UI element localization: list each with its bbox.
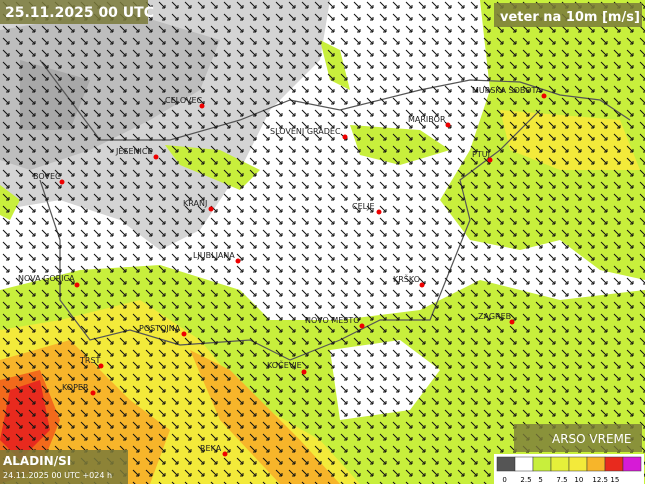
legend-swatch	[586, 456, 606, 472]
city-label: BOVEC	[33, 172, 61, 181]
legend: 0 2.5 5 7.5 10 12.5 15	[496, 456, 642, 484]
city-label: NOVO MESTO	[305, 316, 360, 325]
legend-swatch	[622, 456, 642, 472]
legend-label: 0	[502, 476, 506, 484]
city-label: MURSKA SOBOTA	[472, 86, 542, 95]
city-label: KRŠKO	[393, 273, 420, 284]
title: 25.11.2025 00 UTC	[5, 5, 154, 21]
brand: ARSO VREME	[552, 432, 632, 446]
legend-label: 7.5	[556, 476, 567, 484]
footer-box	[0, 450, 128, 484]
city-label: TRST	[79, 356, 101, 365]
city-label: CELOVEC	[165, 96, 202, 105]
legend-swatch	[496, 456, 516, 472]
legend-swatch	[568, 456, 588, 472]
model: ALADIN/SI	[3, 454, 71, 468]
brand-box	[514, 424, 642, 452]
city-label: CELJE	[352, 202, 375, 211]
legend-label: 12.5	[592, 476, 608, 484]
legend-swatch	[514, 456, 534, 472]
city-label: KOPER	[62, 383, 89, 392]
legend-swatch	[604, 456, 624, 472]
city-label: NOVA GORICA	[18, 274, 75, 283]
legend-label: 2.5	[520, 476, 531, 484]
legend-swatch	[532, 456, 552, 472]
city-label: PTUJ	[472, 150, 490, 159]
legend-swatch	[550, 456, 570, 472]
legend-label: 5	[538, 476, 542, 484]
city-label: ZAGREB	[478, 312, 511, 321]
legend-label: 15	[610, 476, 619, 484]
city-label: LJUBLJANA	[193, 251, 235, 260]
parameter: veter na 10m [m/s]	[500, 10, 640, 25]
legend-label: 10	[574, 476, 583, 484]
city-label: JESENICE	[115, 147, 153, 156]
city-label: POSTOJNA	[139, 324, 181, 333]
city-label: SLOVENJ GRADEC	[270, 127, 341, 136]
title-box	[0, 0, 148, 24]
parameter-box	[494, 3, 642, 27]
city-label: REKA	[200, 444, 222, 453]
city-label: KOČEVJE	[267, 359, 302, 370]
city-label: MARIBOR	[408, 115, 446, 124]
cities: CELOVEC SLOVENJ GRADEC MURSKA SOBOTA MAR…	[18, 86, 547, 457]
run: 24.11.2025 00 UTC +024 h	[3, 471, 112, 480]
city-label: KRANJ	[183, 199, 207, 208]
